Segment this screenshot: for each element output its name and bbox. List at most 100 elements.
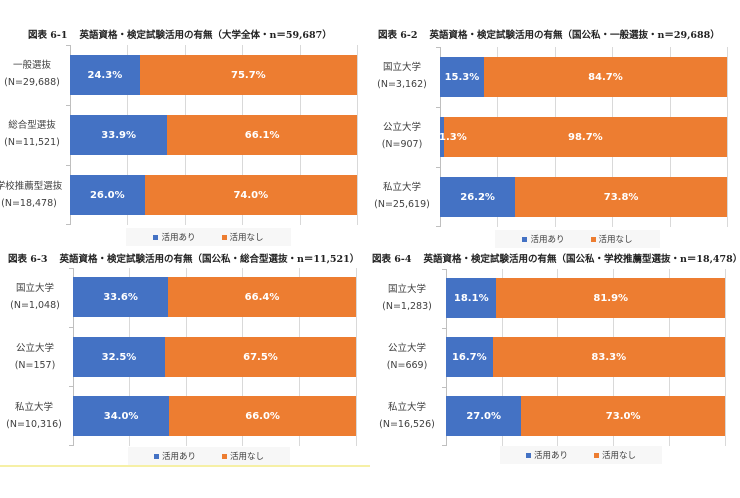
legend-item-no: 活用なし <box>594 449 636 461</box>
legend-label: 活用なし <box>230 452 265 462</box>
bar-segment-no: 84.7% <box>483 57 727 97</box>
legend-item-yes: 活用あり <box>525 449 568 461</box>
legend-label: 活用あり <box>530 235 565 245</box>
chart-legend: 活用あり 活用なし <box>500 446 662 464</box>
bar-row: 24.3% 75.7% <box>70 55 357 95</box>
category-label: 一般選抜 (N=29,688) <box>0 57 64 91</box>
figure-number: 図表 6-2 <box>378 30 418 41</box>
axis-tick <box>436 226 440 227</box>
data-label: 15.3% <box>444 71 480 83</box>
chart-title-6-4: 図表 6-4 英語資格・検定試験活用の有無（国公私・学校推薦型選抜・n＝18,47… <box>372 251 740 265</box>
category-count: (N=11,521) <box>4 137 60 148</box>
data-label: 34.0% <box>103 410 139 422</box>
category-name: 公立大学 <box>387 343 426 354</box>
category-label: 公立大学 (N=907) <box>370 119 434 153</box>
axis-tick <box>442 328 446 329</box>
bar-segment-no: 74.0% <box>144 175 357 215</box>
category-label: 学校推薦型選抜 (N=18,478) <box>0 178 64 212</box>
bar-segment-no: 98.7% <box>443 117 727 157</box>
bar-row: 1.3% 98.7% <box>439 117 727 157</box>
bar-row: 16.7% 83.3% <box>446 337 725 377</box>
bar-segment-no: 73.0% <box>521 396 725 436</box>
chart-title-6-3: 図表 6-3 英語資格・検定試験活用の有無（国公私・総合型選抜・n＝11,521） <box>8 251 359 265</box>
data-label: 73.0% <box>605 410 641 422</box>
gridline <box>356 268 357 446</box>
legend-swatch-icon <box>525 452 531 458</box>
data-label: 66.0% <box>245 410 280 422</box>
axis-tick <box>66 45 70 46</box>
legend-item-yes: 活用あり <box>153 450 196 462</box>
bar-segment-no: 75.7% <box>139 55 357 95</box>
bar-row: 33.9% 66.1% <box>70 115 357 155</box>
chart-6-3: 33.6% 66.4% 32.5% 67.5% 34.0% 66.0% <box>69 268 357 446</box>
category-name: 国立大学 <box>382 62 421 73</box>
bar-row: 27.0% 73.0% <box>446 396 725 436</box>
bar-segment-yes: 27.0% <box>446 396 522 436</box>
category-label: 公立大学 (N=157) <box>2 340 68 374</box>
figure-caption: 英語資格・検定試験活用の有無（国公私・総合型選抜・n＝11,521） <box>59 254 360 265</box>
category-name: 一般選抜 <box>12 60 51 71</box>
chart-6-4: 18.1% 81.9% 16.7% 83.3% 27.0% 73.0% <box>442 269 726 446</box>
category-count: (N=1,048) <box>10 300 60 311</box>
legend-item-no: 活用なし <box>221 231 264 243</box>
category-count: (N=10,316) <box>6 419 62 430</box>
axis-tick <box>436 47 440 48</box>
axis-tick <box>69 386 73 387</box>
legend-label: 活用あり <box>533 451 568 461</box>
axis-tick <box>442 445 446 446</box>
bar-segment-no: 67.5% <box>164 337 356 377</box>
bar-segment-no: 66.1% <box>167 115 357 155</box>
legend-item-yes: 活用あり <box>153 231 196 243</box>
category-count: (N=3,162) <box>377 79 427 90</box>
category-name: 公立大学 <box>15 343 54 354</box>
category-label: 公立大学 (N=669) <box>374 340 440 374</box>
bar-segment-yes: 33.6% <box>73 277 169 317</box>
data-label: 24.3% <box>87 69 123 81</box>
figure-number: 図表 6-1 <box>28 30 68 41</box>
legend-item-no: 活用なし <box>222 450 264 462</box>
bar-segment-no: 66.0% <box>169 396 356 436</box>
legend-label: 活用あり <box>161 452 196 462</box>
gridline <box>727 47 728 227</box>
category-count: (N=16,526) <box>379 419 435 430</box>
category-name: 総合型選抜 <box>8 120 56 131</box>
axis-tick <box>436 107 440 108</box>
bar-segment-no: 81.9% <box>496 278 725 318</box>
data-label: 33.6% <box>103 291 138 303</box>
figure-caption: 英語資格・検定試験活用の有無（大学全体・n＝59,687） <box>79 30 332 41</box>
bar-row: 33.6% 66.4% <box>73 277 356 317</box>
axis-tick <box>69 445 73 446</box>
bar-segment-yes: 15.3% <box>440 57 484 97</box>
category-count: (N=18,478) <box>1 198 57 209</box>
gridline <box>725 269 726 446</box>
axis-tick <box>66 224 70 225</box>
category-count: (N=669) <box>386 360 428 371</box>
category-name: 私立大学 <box>14 402 53 413</box>
bar-segment-yes: 26.2% <box>440 177 516 217</box>
data-label: 73.8% <box>603 191 639 203</box>
legend-swatch-icon <box>594 452 599 458</box>
chart-legend: 活用あり 活用なし <box>126 228 291 246</box>
data-label: 27.0% <box>466 410 502 422</box>
bar-segment-yes: 33.9% <box>70 115 168 155</box>
data-label: 81.9% <box>593 292 629 304</box>
legend-swatch-icon <box>153 234 159 240</box>
data-label: 83.3% <box>591 351 627 363</box>
axis-tick <box>66 165 70 166</box>
chart-6-1: 24.3% 75.7% 33.9% 66.1% 26.0% 74.0% <box>66 45 358 225</box>
figure-caption: 英語資格・検定試験活用の有無（国公私・学校推薦型選抜・n＝18,478） <box>423 254 740 265</box>
chart-title-6-2: 図表 6-2 英語資格・検定試験活用の有無（国公私・一般選抜・n＝29,688） <box>378 27 720 41</box>
legend-swatch-icon <box>522 236 528 242</box>
legend-label: 活用なし <box>598 235 633 245</box>
gridline <box>357 45 358 225</box>
bar-segment-yes: 32.5% <box>73 337 165 377</box>
category-label: 私立大学 (N=25,619) <box>368 179 436 213</box>
category-name: 私立大学 <box>382 182 421 193</box>
legend-swatch-icon <box>222 453 227 459</box>
chart-legend: 活用あり 活用なし <box>128 447 290 465</box>
data-label: 98.7% <box>568 131 603 143</box>
category-label: 国立大学 (N=1,283) <box>374 281 440 315</box>
legend-label: 活用あり <box>161 233 196 243</box>
data-label: 84.7% <box>588 71 623 83</box>
data-label: 1.3% <box>439 131 467 143</box>
